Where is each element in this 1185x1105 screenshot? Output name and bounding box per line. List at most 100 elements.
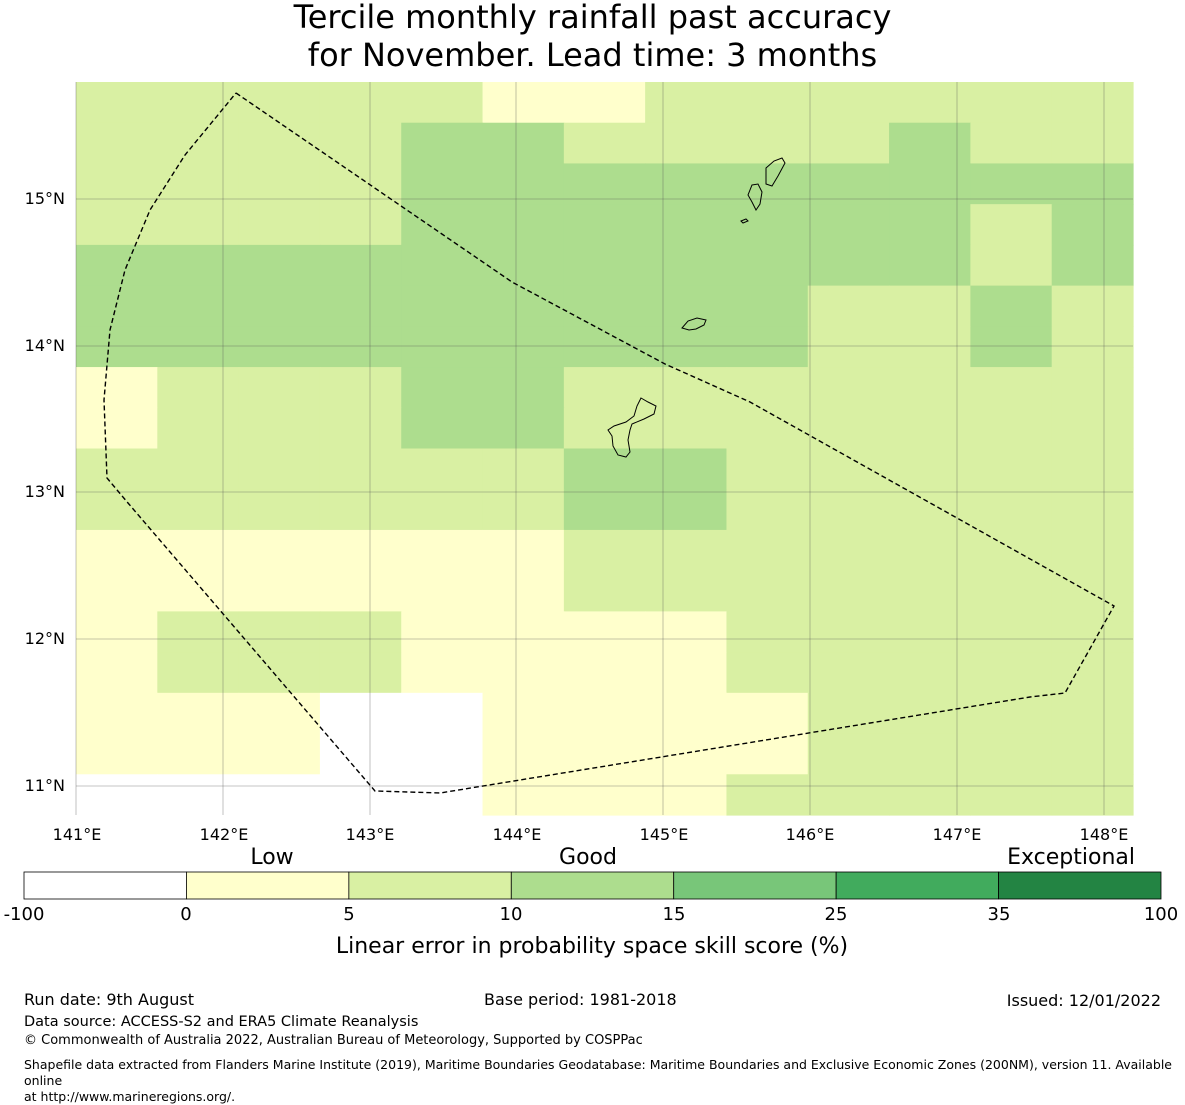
base-period: Base period: 1981-2018 <box>484 990 677 1009</box>
skill-cell <box>319 529 402 572</box>
skill-cell <box>970 407 1053 450</box>
colorbar-tick-label: 100 <box>1144 904 1178 925</box>
skill-cell <box>1051 774 1134 816</box>
skill-cell <box>401 489 484 531</box>
skill-cell <box>889 244 971 287</box>
skill-cell <box>76 489 158 531</box>
skill-cell <box>889 367 971 409</box>
skill-cell <box>319 326 402 368</box>
skill-cell <box>807 692 890 735</box>
skill-cell <box>726 204 809 246</box>
island-outlines <box>607 157 786 458</box>
skill-cell <box>563 733 646 775</box>
skill-cell <box>238 448 321 490</box>
skill-cell <box>238 529 321 572</box>
skill-cell <box>563 774 646 816</box>
skill-cell <box>401 122 484 165</box>
skill-cell <box>645 163 728 205</box>
skill-cell <box>807 82 890 124</box>
skill-cell <box>807 611 890 653</box>
skill-cell <box>563 489 646 531</box>
skill-cell <box>76 733 158 775</box>
skill-cell <box>157 244 240 287</box>
skill-cell <box>1051 407 1134 450</box>
skill-cell <box>889 489 971 531</box>
skill-cell <box>401 163 484 205</box>
colorbar-tick-label: 35 <box>988 904 1011 925</box>
skill-cell <box>807 204 890 246</box>
legend-category-good: Good <box>559 845 617 870</box>
skill-cell <box>889 733 971 775</box>
skill-cell <box>76 774 158 816</box>
skill-grid <box>76 82 1134 816</box>
skill-cell <box>319 122 402 165</box>
skill-cell <box>319 285 402 327</box>
skill-cell <box>401 244 484 287</box>
skill-cell <box>401 529 484 572</box>
skill-cell <box>970 122 1053 165</box>
skill-cell <box>970 82 1053 124</box>
eez-boundary <box>103 92 1115 794</box>
skill-cell <box>726 692 809 735</box>
skill-cell <box>726 652 809 694</box>
skill-cell <box>482 529 565 572</box>
skill-cell <box>807 733 890 775</box>
skill-cell <box>76 570 158 612</box>
rota-island <box>681 317 707 331</box>
skill-cell <box>157 774 240 816</box>
run-date: Run date: 9th August <box>24 990 194 1009</box>
skill-cell <box>76 611 158 653</box>
skill-cell <box>889 611 971 653</box>
skill-cell <box>482 611 565 653</box>
skill-cell <box>645 407 728 450</box>
skill-cell <box>76 285 158 327</box>
colorbar-bin <box>673 871 837 900</box>
skill-cell <box>1051 122 1134 165</box>
skill-cell <box>238 204 321 246</box>
skill-cell <box>401 652 484 694</box>
skill-cell <box>401 326 484 368</box>
skill-cell <box>157 529 240 572</box>
shapefile-credit-line1: Shapefile data extracted from Flanders M… <box>24 1057 1172 1088</box>
map-title-line2: for November. Lead time: 3 months <box>307 36 878 74</box>
skill-cell <box>238 652 321 694</box>
skill-cell <box>1051 489 1134 531</box>
skill-cell <box>807 326 890 368</box>
skill-cell <box>319 611 402 653</box>
skill-cell <box>1051 652 1134 694</box>
skill-cell <box>889 570 971 612</box>
colorbar <box>23 871 1162 900</box>
skill-cell <box>319 570 402 612</box>
lon-tick-label: 145°E <box>640 825 689 844</box>
skill-cell <box>807 448 890 490</box>
skill-cell <box>1051 448 1134 490</box>
skill-cell <box>482 326 565 368</box>
skill-cell <box>889 692 971 735</box>
skill-cell <box>238 244 321 287</box>
skill-cell <box>319 448 402 490</box>
lat-tick-label: 12°N <box>25 629 65 648</box>
skill-cell <box>319 367 402 409</box>
skill-cell <box>889 122 971 165</box>
lon-tick-label: 144°E <box>493 825 542 844</box>
skill-cell <box>482 367 565 409</box>
skill-cell <box>563 652 646 694</box>
skill-cell <box>319 774 402 816</box>
skill-cell <box>76 407 158 450</box>
skill-cell <box>970 570 1053 612</box>
issued-date: Issued: 12/01/2022 <box>1006 991 1161 1010</box>
skill-cell <box>76 652 158 694</box>
skill-cell <box>1051 163 1134 205</box>
skill-cell <box>401 692 484 735</box>
skill-cell <box>238 367 321 409</box>
colorbar-tick-label: -100 <box>4 904 45 925</box>
skill-cell <box>401 733 484 775</box>
skill-cell <box>889 163 971 205</box>
skill-cell <box>238 163 321 205</box>
skill-cell <box>889 204 971 246</box>
skill-cell <box>726 82 809 124</box>
skill-cell <box>889 529 971 572</box>
tinian-island <box>747 183 763 211</box>
skill-cell <box>157 82 240 124</box>
skill-cell <box>238 326 321 368</box>
